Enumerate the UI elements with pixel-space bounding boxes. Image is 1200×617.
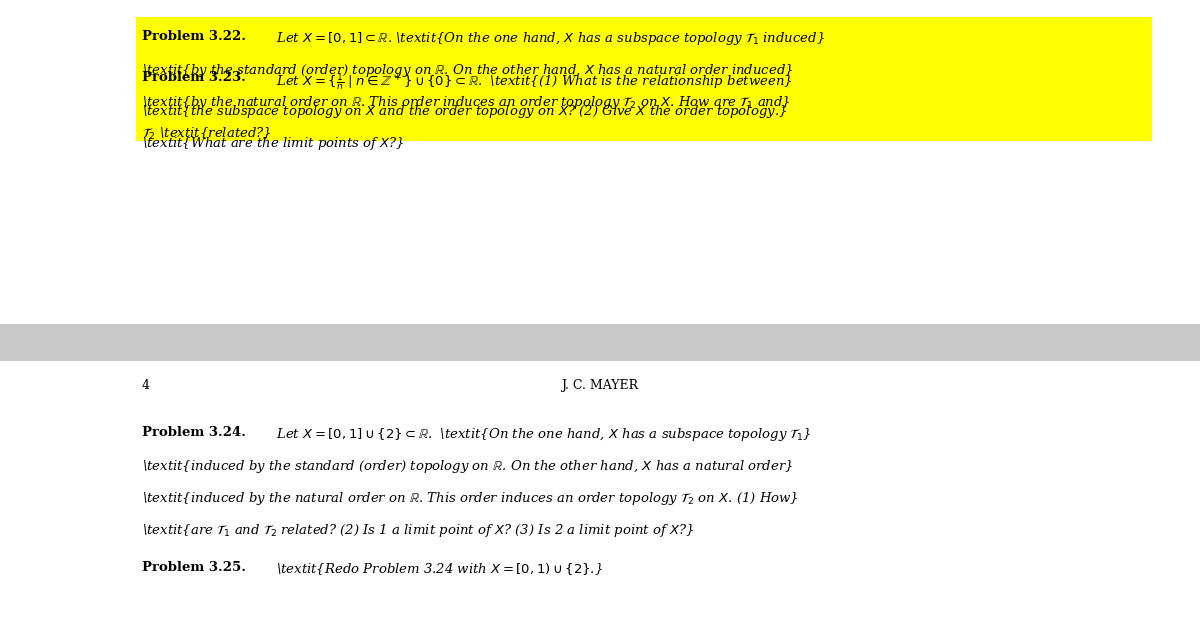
Text: Problem 3.23.: Problem 3.23.: [142, 71, 246, 84]
Text: Let $X = \{\frac{1}{n} \mid n \in \mathbb{Z}^+\} \cup \{0\} \subset \mathbb{R}$.: Let $X = \{\frac{1}{n} \mid n \in \mathb…: [276, 71, 793, 92]
Text: J. C. MAYER: J. C. MAYER: [562, 379, 638, 392]
Text: \textit{What are the limit points of $X$?}: \textit{What are the limit points of $X$…: [142, 135, 404, 152]
Text: \textit{induced by the standard (order) topology on $\mathbb{R}$. On the other h: \textit{induced by the standard (order) …: [142, 458, 793, 475]
Bar: [0, 324, 1200, 361]
Text: \textit{the subspace topology on $X$ and the order topology on $X$? (2) Give $X$: \textit{the subspace topology on $X$ and…: [142, 103, 787, 120]
Text: \textit{Redo Problem 3.24 with $X = [0,1) \cup \{2\}$.}: \textit{Redo Problem 3.24 with $X = [0,1…: [276, 561, 602, 578]
Bar: [136, 17, 1152, 141]
Text: Problem 3.25.: Problem 3.25.: [142, 561, 246, 574]
Text: Let $X = [0,1] \subset \mathbb{R}$. \textit{On the one hand, $X$ has a subspace : Let $X = [0,1] \subset \mathbb{R}$. \tex…: [276, 30, 826, 47]
Text: \textit{by the standard (order) topology on $\mathbb{R}$. On the other hand, $X$: \textit{by the standard (order) topology…: [142, 62, 793, 79]
Text: Problem 3.22.: Problem 3.22.: [142, 30, 246, 43]
Text: 4: 4: [142, 379, 150, 392]
Text: \textit{by the natural order on $\mathbb{R}$. This order induces an order topolo: \textit{by the natural order on $\mathbb…: [142, 94, 791, 111]
Text: $\mathcal{T}_2$ \textit{related?}: $\mathcal{T}_2$ \textit{related?}: [142, 126, 271, 142]
Text: \textit{are $\mathcal{T}_1$ and $\mathcal{T}_2$ related? (2) Is 1 a limit point : \textit{are $\mathcal{T}_1$ and $\mathca…: [142, 522, 694, 539]
Text: \textit{induced by the natural order on $\mathbb{R}$. This order induces an orde: \textit{induced by the natural order on …: [142, 490, 798, 507]
Text: Problem 3.24.: Problem 3.24.: [142, 426, 246, 439]
Text: Let $X = [0,1] \cup \{2\} \subset \mathbb{R}$.  \textit{On the one hand, $X$ has: Let $X = [0,1] \cup \{2\} \subset \mathb…: [276, 426, 811, 443]
